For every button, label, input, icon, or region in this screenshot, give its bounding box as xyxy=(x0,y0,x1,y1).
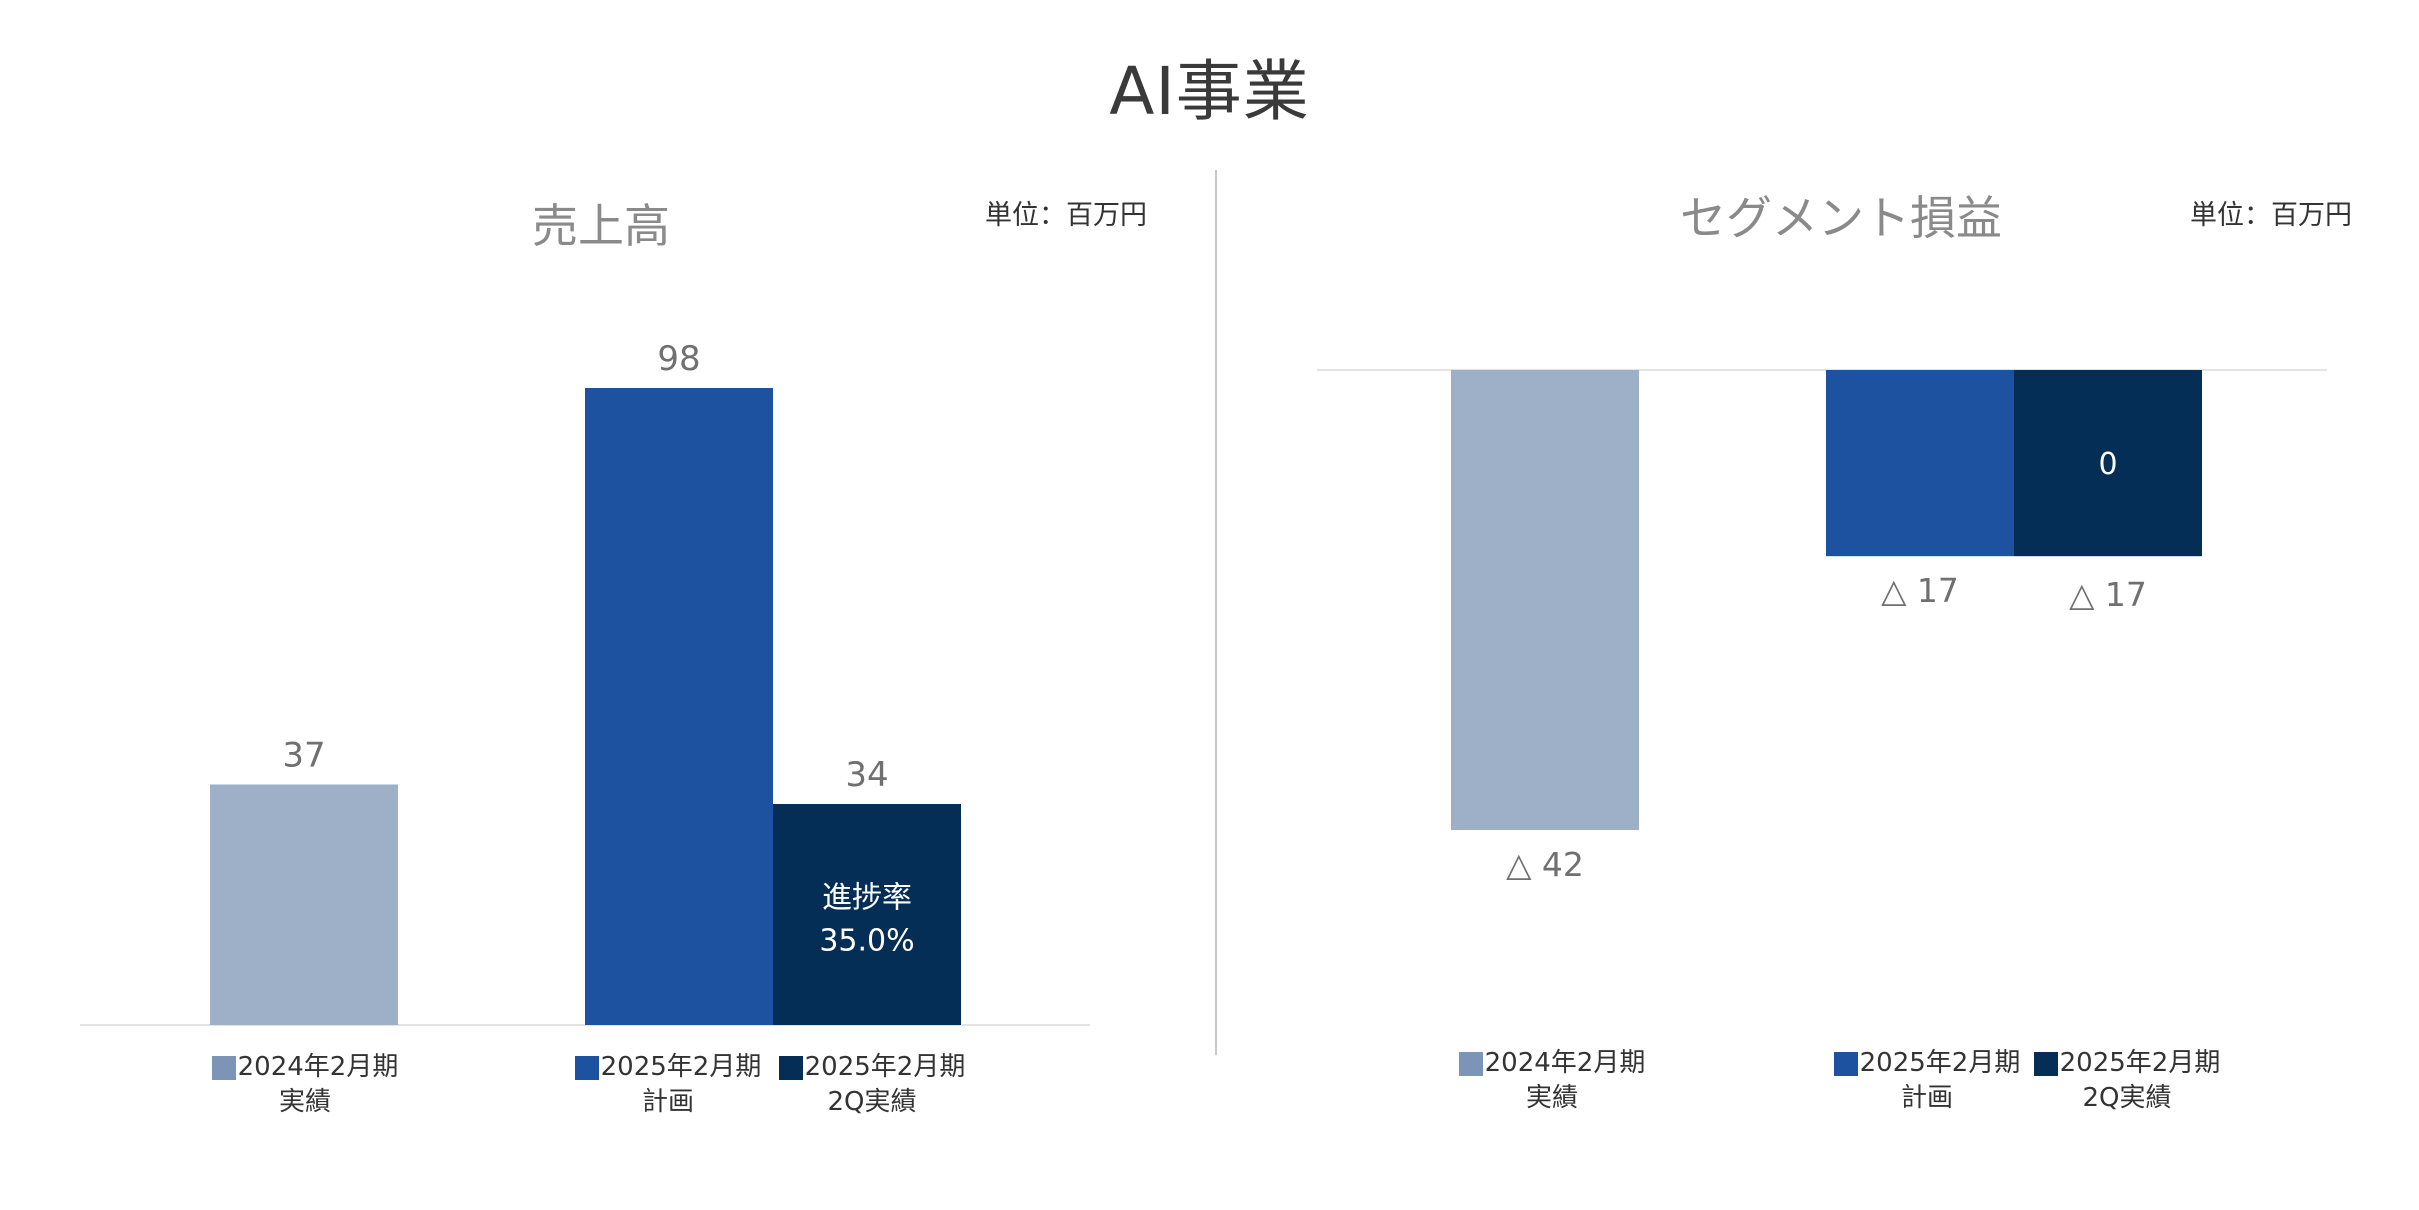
legend-text: 2025年2月期 xyxy=(804,1052,966,1082)
legend-swatch xyxy=(211,1055,236,1080)
sales-legend-2025-plan: 2025年2月期 計画 xyxy=(558,1050,778,1120)
legend-text: 2025年2月期 xyxy=(2059,1048,2221,1078)
sales-bar-2025-2q-actual xyxy=(773,804,961,1025)
profit-bar-2024-actual xyxy=(1451,370,1639,830)
sales-value-label-2024-actual: 37 xyxy=(282,736,325,776)
profit-legend-2025-plan: 2025年2月期 計画 xyxy=(1817,1046,2037,1116)
segment-profit-unit-label: 単位：百万円 xyxy=(2190,200,2352,231)
legend-swatch xyxy=(778,1055,803,1080)
segment-profit-chart-panel: セグメント損益 単位：百万円 △ 42 △ 17 △ 17 0 2024年2月期… xyxy=(1217,0,2419,1210)
profit-inner-label-2025-2q-actual: 0 xyxy=(2098,447,2117,482)
sales-bar-2025-plan xyxy=(585,388,773,1025)
legend-text: 実績 xyxy=(278,1087,331,1117)
legend-text: 実績 xyxy=(1525,1083,1578,1113)
legend-swatch xyxy=(2033,1051,2058,1076)
progress-rate-value: 35.0% xyxy=(819,924,914,959)
sales-chart-title: 売上高 xyxy=(532,199,670,253)
sales-legend-2024-actual: 2024年2月期 実績 xyxy=(195,1050,415,1120)
legend-text: 2024年2月期 xyxy=(237,1052,399,1082)
legend-text: 2024年2月期 xyxy=(1484,1048,1646,1078)
legend-text: 2025年2月期 xyxy=(1859,1048,2021,1078)
profit-legend-2024-actual: 2024年2月期 実績 xyxy=(1442,1046,1662,1116)
legend-swatch xyxy=(1833,1051,1858,1076)
profit-bar-2025-plan xyxy=(1826,370,2014,557)
progress-rate-label: 進捗率 xyxy=(822,881,912,916)
legend-text: 2Q実績 xyxy=(2082,1083,2172,1113)
page-title: AI事業 xyxy=(1109,53,1310,130)
legend-text: 計画 xyxy=(641,1087,694,1117)
segment-profit-chart-title: セグメント損益 xyxy=(1680,191,2002,245)
legend-swatch xyxy=(1458,1051,1483,1076)
profit-value-label-2025-plan: △ 17 xyxy=(1881,571,1959,610)
legend-text: 計画 xyxy=(1900,1083,1953,1113)
profit-value-label-2024-actual: △ 42 xyxy=(1506,845,1584,884)
legend-swatch xyxy=(574,1055,599,1080)
sales-value-label-2025-2q-actual: 34 xyxy=(845,755,888,795)
profit-value-label-2025-2q-actual: △ 17 xyxy=(2069,575,2147,614)
sales-chart-svg: 37 98 34 進捗率 35.0% xyxy=(80,339,1090,1026)
sales-chart-panel: 売上高 単位：百万円 37 98 34 進捗率 35.0% 2024年2月期 実… xyxy=(80,199,1147,1120)
sales-legend-2025-2q-actual: 2025年2月期 2Q実績 xyxy=(762,1050,982,1120)
sales-bar-2024-actual xyxy=(210,784,398,1025)
sales-value-label-2025-plan: 98 xyxy=(657,339,700,379)
sales-unit-label: 単位：百万円 xyxy=(985,200,1147,231)
panel-divider xyxy=(1215,170,1217,1055)
legend-text: 2Q実績 xyxy=(827,1087,917,1117)
profit-legend-2025-2q-actual: 2025年2月期 2Q実績 xyxy=(2017,1046,2237,1116)
legend-text: 2025年2月期 xyxy=(600,1052,762,1082)
profit-bar-2025-2q-actual xyxy=(2014,370,2202,557)
segment-profit-chart-svg: △ 42 △ 17 △ 17 0 xyxy=(1317,369,2327,884)
